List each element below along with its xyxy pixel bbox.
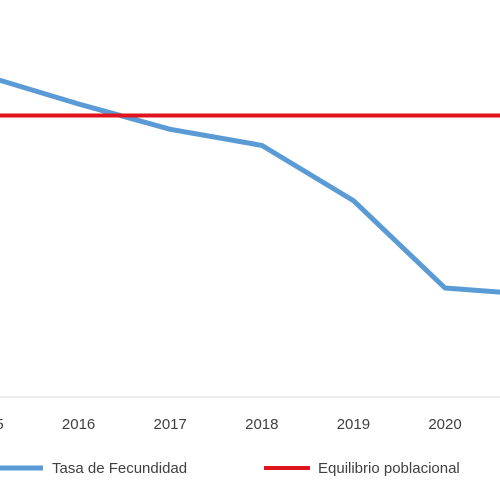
x-tick-label-2017: 2017: [154, 416, 187, 433]
series-line-tasa-de-fecundidad: [0, 77, 500, 295]
legend-label-equilibrio-poblacional: Equilibrio poblacional: [318, 460, 460, 477]
series-layer: [0, 77, 500, 295]
x-tick-label-2019: 2019: [337, 416, 370, 433]
legend-label-tasa-de-fecundidad: Tasa de Fecundidad: [52, 460, 187, 477]
x-tick-labels: 2015201620172018201920202021: [0, 416, 462, 433]
x-tick-label-2020: 2020: [428, 416, 461, 433]
x-tick-label-2018: 2018: [245, 416, 278, 433]
x-tick-label-2016: 2016: [62, 416, 95, 433]
x-tick-label-2015: 2015: [0, 416, 4, 433]
legend: Tasa de Fecundidad Equilibrio poblacional: [0, 460, 460, 477]
